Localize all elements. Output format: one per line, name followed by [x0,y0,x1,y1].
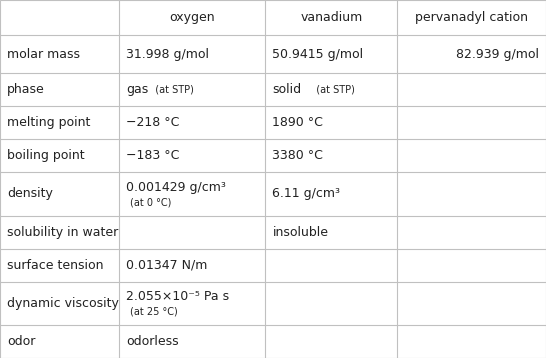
Text: pervanadyl cation: pervanadyl cation [416,11,528,24]
Text: 2.055×10⁻⁵ Pa s: 2.055×10⁻⁵ Pa s [126,290,229,303]
Text: 0.001429 g/cm³: 0.001429 g/cm³ [126,180,226,194]
Text: density: density [7,188,53,200]
Text: dynamic viscosity: dynamic viscosity [7,297,119,310]
Text: surface tension: surface tension [7,259,104,272]
Text: 1890 °C: 1890 °C [272,116,323,129]
Text: solubility in water: solubility in water [7,226,118,238]
Text: 31.998 g/mol: 31.998 g/mol [126,48,209,61]
Text: 3380 °C: 3380 °C [272,149,323,162]
Text: melting point: melting point [7,116,91,129]
Text: odorless: odorless [126,335,179,348]
Text: 50.9415 g/mol: 50.9415 g/mol [272,48,364,61]
Text: vanadium: vanadium [300,11,363,24]
Text: 6.11 g/cm³: 6.11 g/cm³ [272,188,341,200]
Text: −183 °C: −183 °C [126,149,180,162]
Text: molar mass: molar mass [7,48,80,61]
Text: 0.01347 N/m: 0.01347 N/m [126,259,207,272]
Text: boiling point: boiling point [7,149,85,162]
Text: odor: odor [7,335,35,348]
Text: solid: solid [272,83,301,96]
Text: gas: gas [126,83,149,96]
Text: (at STP): (at STP) [150,84,194,95]
Text: 82.939 g/mol: 82.939 g/mol [456,48,539,61]
Text: −218 °C: −218 °C [126,116,180,129]
Text: oxygen: oxygen [169,11,215,24]
Text: (at STP): (at STP) [310,84,354,95]
Text: phase: phase [7,83,45,96]
Text: insoluble: insoluble [272,226,329,238]
Text: (at 0 °C): (at 0 °C) [130,198,172,208]
Text: (at 25 °C): (at 25 °C) [130,307,178,317]
